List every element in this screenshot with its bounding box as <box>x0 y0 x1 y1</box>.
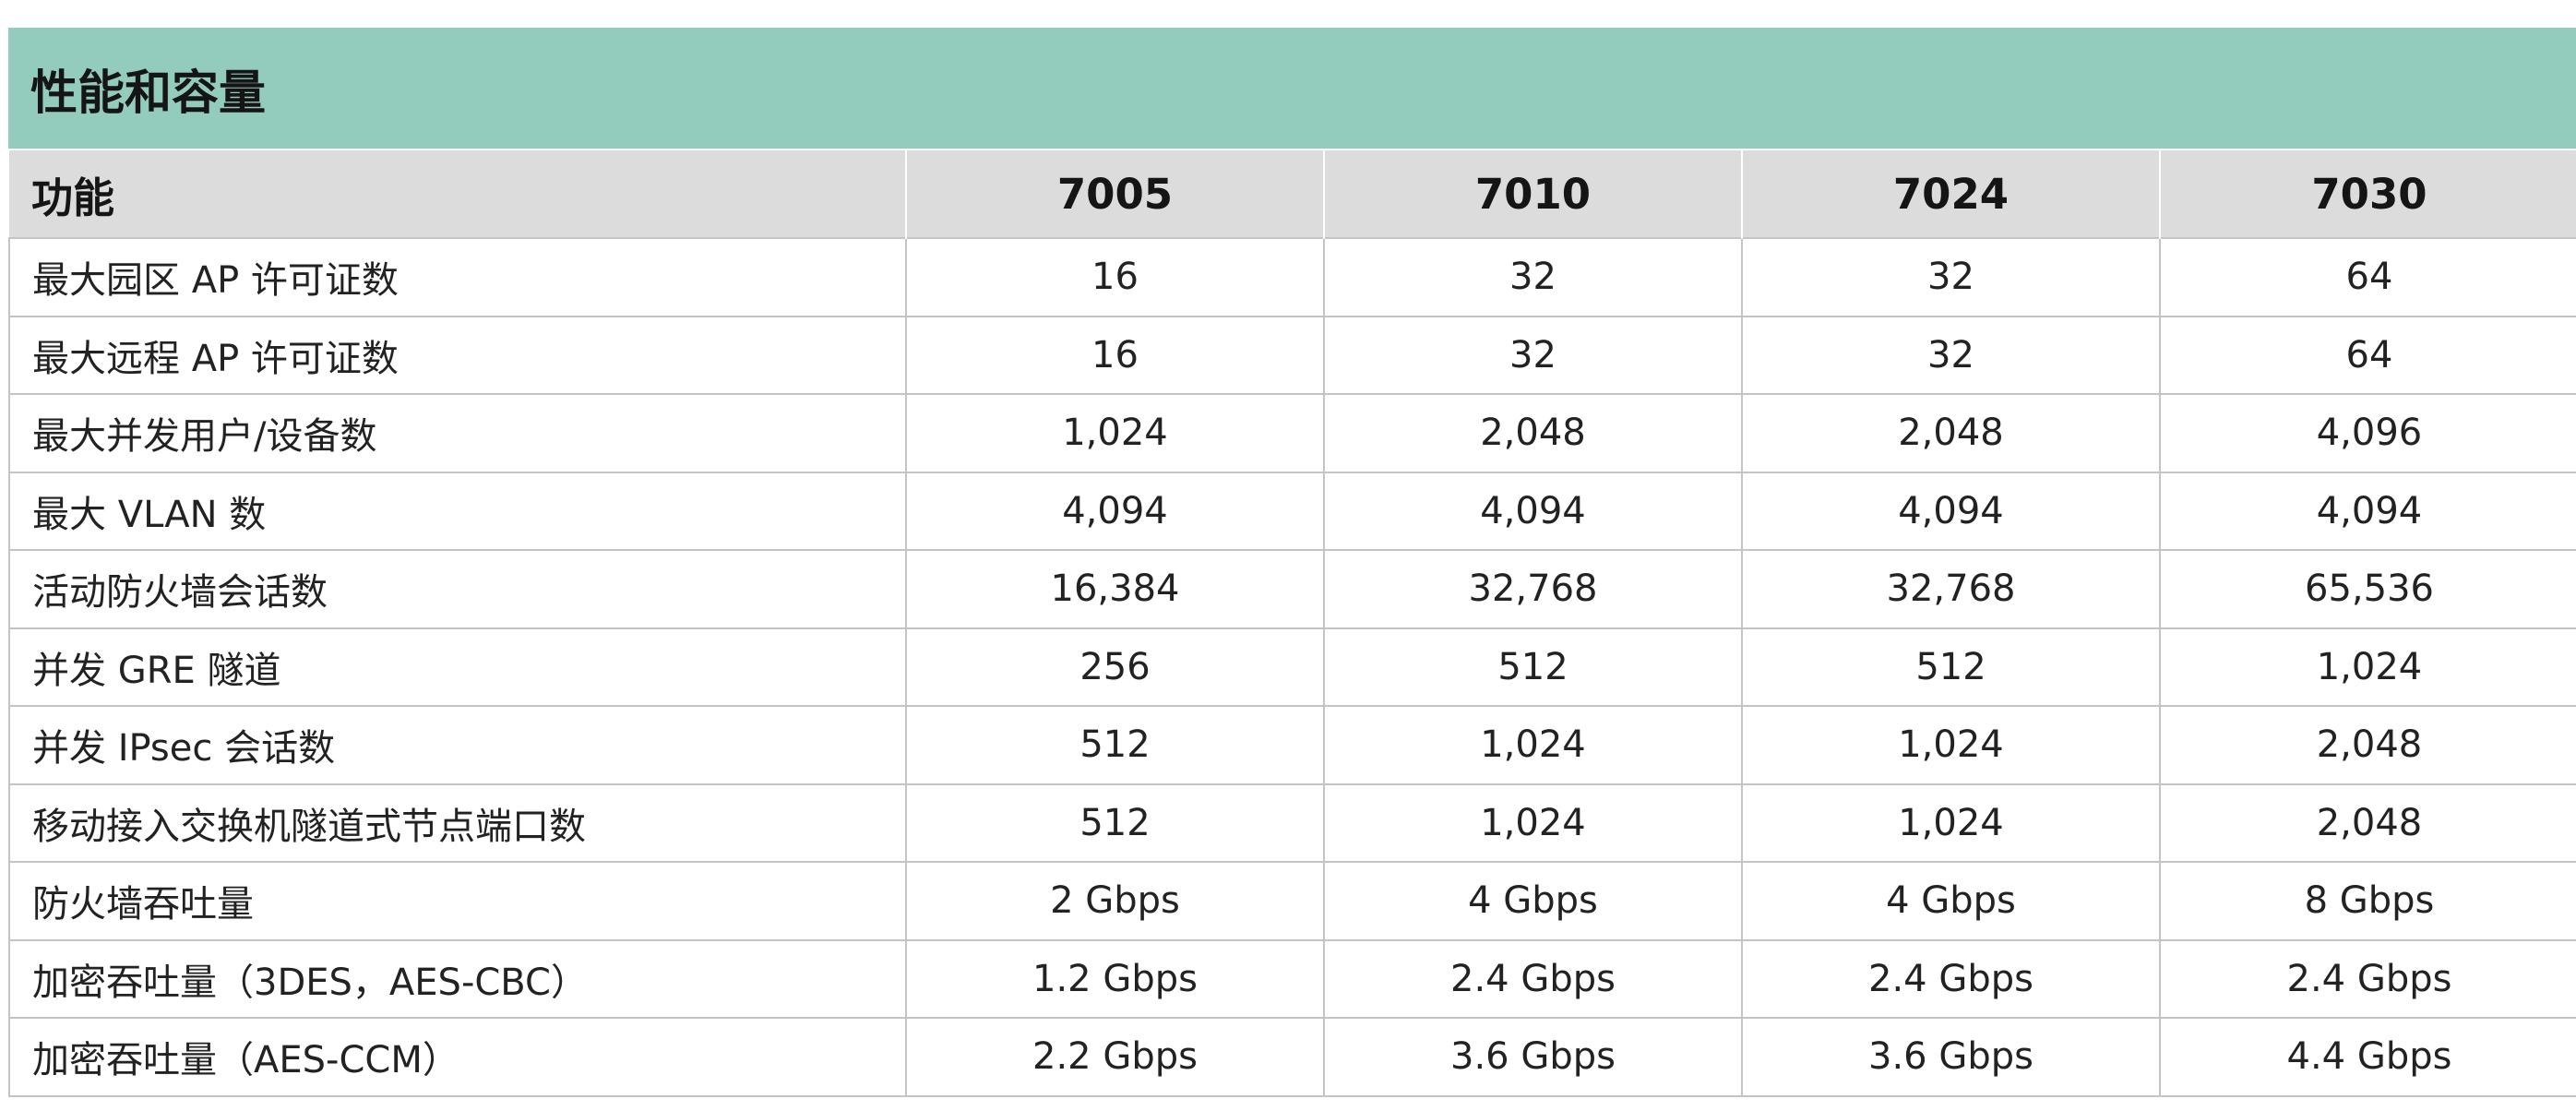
feature-cell: 加密吞吐量（3DES，AES-CBC） <box>8 938 906 1018</box>
value-cell: 1,024 <box>2159 627 2576 706</box>
value-cell: 512 <box>1323 627 1742 706</box>
feature-cell: 加密吞吐量（AES-CCM） <box>8 1017 906 1097</box>
value-cell: 16 <box>905 237 1324 317</box>
value-cell: 3.6 Gbps <box>1323 1017 1742 1097</box>
table-row: 最大园区 AP 许可证数 16 32 32 64 <box>8 237 2576 317</box>
value-cell: 32,768 <box>1323 549 1742 628</box>
value-cell: 2,048 <box>1741 393 2160 472</box>
value-cell: 4 Gbps <box>1323 861 1742 940</box>
feature-cell: 并发 IPsec 会话数 <box>8 705 906 784</box>
header-model-7030: 7030 <box>2159 150 2576 238</box>
table-row: 最大并发用户/设备数 1,024 2,048 2,048 4,096 <box>8 393 2576 472</box>
table-row: 并发 GRE 隧道 256 512 512 1,024 <box>8 627 2576 706</box>
value-cell: 2.4 Gbps <box>1741 938 2160 1018</box>
value-cell: 2 Gbps <box>905 861 1324 940</box>
value-cell: 512 <box>1741 627 2160 706</box>
header-row: 功能 7005 7010 7024 7030 <box>9 150 2576 238</box>
value-cell: 2,048 <box>2159 782 2576 862</box>
feature-cell: 移动接入交换机隧道式节点端口数 <box>8 782 906 862</box>
value-cell: 8 Gbps <box>2159 861 2576 940</box>
table-row: 防火墙吞吐量 2 Gbps 4 Gbps 4 Gbps 8 Gbps <box>8 861 2576 940</box>
spec-table: 功能 7005 7010 7024 7030 最大园区 AP 许可证数 16 3… <box>8 150 2576 1097</box>
feature-cell: 活动防火墙会话数 <box>8 549 906 628</box>
value-cell: 64 <box>2159 237 2576 317</box>
header-model-7024: 7024 <box>1741 150 2160 238</box>
value-cell: 3.6 Gbps <box>1741 1017 2160 1097</box>
header-model-7005: 7005 <box>905 150 1324 238</box>
value-cell: 32,768 <box>1741 549 2160 628</box>
value-cell: 512 <box>905 782 1324 862</box>
table-row: 最大 VLAN 数 4,094 4,094 4,094 4,094 <box>8 471 2576 550</box>
feature-cell: 最大并发用户/设备数 <box>8 393 906 472</box>
value-cell: 1,024 <box>1741 782 2160 862</box>
value-cell: 4 Gbps <box>1741 861 2160 940</box>
table-row: 移动接入交换机隧道式节点端口数 512 1,024 1,024 2,048 <box>8 782 2576 862</box>
value-cell: 1,024 <box>1323 705 1742 784</box>
value-cell: 4,094 <box>1323 471 1742 550</box>
feature-cell: 防火墙吞吐量 <box>8 861 906 940</box>
value-cell: 512 <box>905 705 1324 784</box>
value-cell: 1,024 <box>905 393 1324 472</box>
feature-cell: 最大 VLAN 数 <box>8 471 906 550</box>
value-cell: 2.2 Gbps <box>905 1017 1324 1097</box>
feature-cell: 并发 GRE 隧道 <box>8 627 906 706</box>
value-cell: 256 <box>905 627 1324 706</box>
value-cell: 1,024 <box>1323 782 1742 862</box>
table-row: 加密吞吐量（AES-CCM） 2.2 Gbps 3.6 Gbps 3.6 Gbp… <box>8 1017 2576 1097</box>
value-cell: 65,536 <box>2159 549 2576 628</box>
value-cell: 32 <box>1741 237 2160 317</box>
feature-cell: 最大园区 AP 许可证数 <box>8 237 906 317</box>
value-cell: 2.4 Gbps <box>1323 938 1742 1018</box>
table-row: 加密吞吐量（3DES，AES-CBC） 1.2 Gbps 2.4 Gbps 2.… <box>8 938 2576 1018</box>
table-row: 并发 IPsec 会话数 512 1,024 1,024 2,048 <box>8 705 2576 784</box>
table-row: 活动防火墙会话数 16,384 32,768 32,768 65,536 <box>8 549 2576 628</box>
value-cell: 32 <box>1323 315 1742 394</box>
table-row: 最大远程 AP 许可证数 16 32 32 64 <box>8 315 2576 394</box>
value-cell: 16 <box>905 315 1324 394</box>
header-model-7010: 7010 <box>1323 150 1742 238</box>
value-cell: 32 <box>1323 237 1742 317</box>
value-cell: 4,094 <box>905 471 1324 550</box>
value-cell: 16,384 <box>905 549 1324 628</box>
value-cell: 1.2 Gbps <box>905 938 1324 1018</box>
value-cell: 2,048 <box>1323 393 1742 472</box>
value-cell: 64 <box>2159 315 2576 394</box>
value-cell: 32 <box>1741 315 2160 394</box>
value-cell: 2.4 Gbps <box>2159 938 2576 1018</box>
value-cell: 2,048 <box>2159 705 2576 784</box>
feature-cell: 最大远程 AP 许可证数 <box>8 315 906 394</box>
value-cell: 4,094 <box>1741 471 2160 550</box>
value-cell: 4,094 <box>2159 471 2576 550</box>
header-feature: 功能 <box>9 150 906 238</box>
value-cell: 4,096 <box>2159 393 2576 472</box>
value-cell: 1,024 <box>1741 705 2160 784</box>
performance-capacity-table: 性能和容量 功能 7005 7010 7024 7030 最大园区 AP 许可证… <box>8 28 2576 1097</box>
table-title: 性能和容量 <box>8 28 2576 150</box>
value-cell: 4.4 Gbps <box>2159 1017 2576 1097</box>
